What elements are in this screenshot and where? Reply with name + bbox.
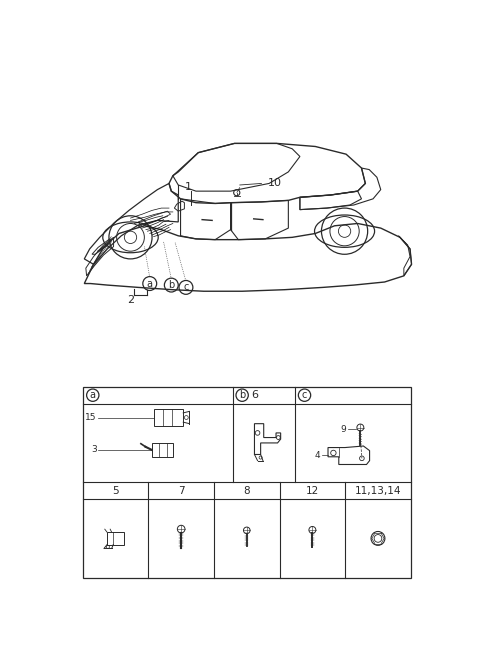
Text: 3: 3	[91, 445, 96, 455]
Text: a: a	[147, 279, 153, 289]
Text: 11,13,14: 11,13,14	[355, 485, 401, 496]
Text: b: b	[239, 390, 245, 400]
Text: 5: 5	[112, 485, 119, 496]
Text: 9: 9	[341, 424, 347, 434]
Text: 10: 10	[267, 178, 282, 188]
Text: 15: 15	[85, 413, 96, 422]
Text: a: a	[90, 390, 96, 400]
Text: 4: 4	[315, 451, 320, 460]
Text: 12: 12	[306, 485, 319, 496]
Text: 1: 1	[185, 182, 192, 192]
Text: c: c	[302, 390, 307, 400]
Text: b: b	[168, 280, 174, 290]
Text: c: c	[183, 282, 189, 293]
Text: 6: 6	[251, 390, 258, 400]
Text: 7: 7	[178, 485, 184, 496]
Text: 8: 8	[243, 485, 250, 496]
Text: 2: 2	[127, 295, 134, 306]
Bar	[83, 387, 411, 578]
